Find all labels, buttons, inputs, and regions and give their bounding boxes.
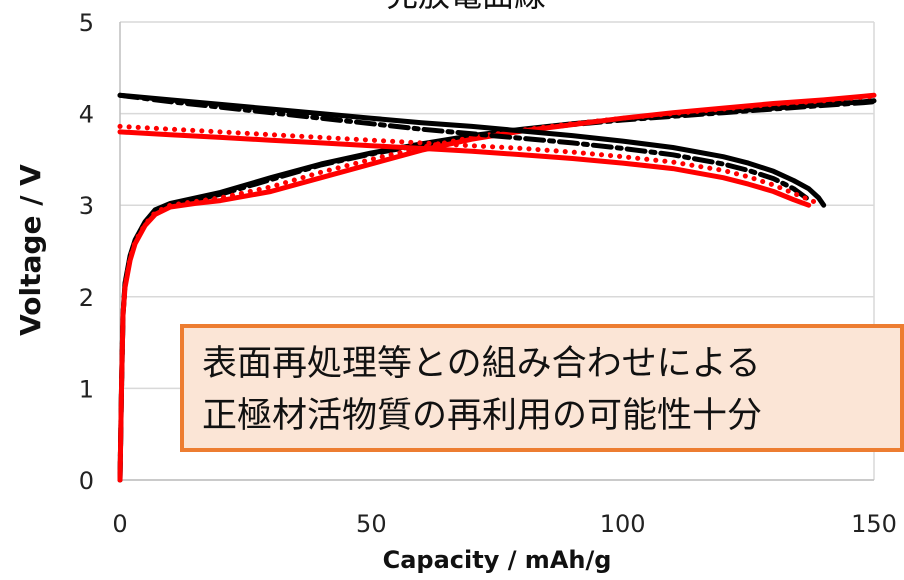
y-tick-label: 0 [79, 467, 94, 495]
series-line-6 [117, 92, 812, 203]
x-tick-label: 150 [851, 510, 897, 538]
series-line-4 [117, 93, 877, 483]
y-tick-label: 3 [79, 192, 94, 220]
x-axis-title: Capacity / mAh/g [383, 546, 612, 574]
series-line-8 [117, 123, 817, 204]
y-tick-label: 4 [79, 101, 94, 129]
y-tick-label: 5 [79, 9, 94, 37]
series-line-5 [117, 92, 827, 208]
y-axis-title: Voltage / V [14, 164, 47, 336]
annotation-line-1: 表面再処理等との組み合わせによる [202, 344, 761, 384]
x-tick-label: 50 [356, 510, 387, 538]
x-tick-label: 0 [112, 510, 127, 538]
annotation-box: 表面再処理等との組み合わせによる 正極材活物質の再利用の可能性十分 [180, 324, 904, 452]
series-line-7 [117, 129, 812, 208]
y-tick-label: 1 [79, 375, 94, 403]
x-tick-label: 100 [600, 510, 646, 538]
chart-title: 充放電曲線 [386, 0, 546, 14]
series-lines [117, 92, 877, 483]
annotation-line-2: 正極材活物質の再利用の可能性十分 [202, 396, 763, 436]
y-tick-label: 2 [79, 284, 94, 312]
